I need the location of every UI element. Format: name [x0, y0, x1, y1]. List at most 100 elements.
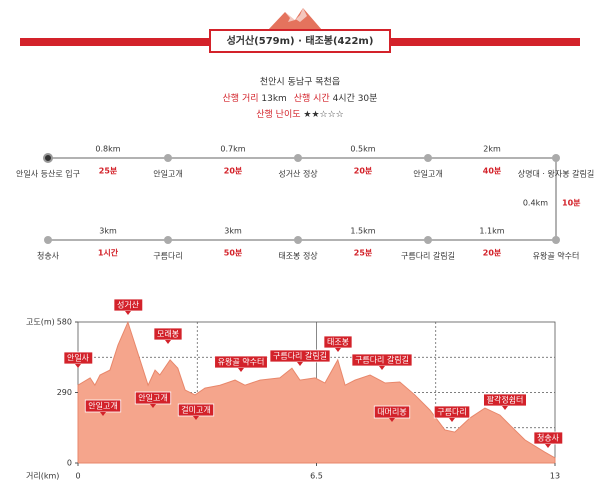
mountain-snow — [285, 8, 307, 22]
node-label: 유왕골 약수터 — [533, 251, 580, 261]
peak-label-pointer — [75, 364, 81, 368]
peak-label-pointer — [193, 416, 199, 420]
node-label: 안일고개 — [413, 169, 442, 179]
node-label: 구름다리 갈림길 — [401, 251, 455, 261]
segment-distance: 1.5km — [350, 227, 375, 236]
value: 4시간 30분 — [333, 93, 378, 104]
segment-time: 1시간 — [98, 248, 119, 258]
peak-label-pointer — [389, 418, 395, 422]
peak-label-pointer — [335, 348, 341, 352]
peak-label-pointer — [449, 418, 455, 422]
segment-distance: 1.1km — [479, 227, 504, 236]
y-tick-label: 290 — [57, 388, 72, 397]
segment-time: 20분 — [354, 167, 373, 176]
peak-label-text: 청송사 — [537, 434, 560, 443]
peak-label-pointer — [297, 362, 303, 366]
x-tick-label: 0 — [75, 472, 80, 481]
location: 천안시 동남구 목천읍 — [260, 77, 340, 88]
route-node — [294, 154, 302, 162]
peak-label-text: 성거산 — [117, 300, 140, 310]
x-tick-label: 6.5 — [310, 472, 323, 481]
segment-distance: 3km — [99, 227, 117, 236]
peak-label: 구름다리 — [433, 405, 471, 422]
peak-label-text: 태조봉 — [327, 338, 349, 347]
segment-time: 10분 — [562, 199, 581, 208]
label: 산행 난이도 — [256, 108, 300, 120]
x-tick-label: 13 — [550, 472, 560, 481]
peak-label-pointer — [125, 311, 131, 315]
segment-time: 20분 — [224, 167, 243, 176]
route-node — [424, 236, 432, 244]
peak-label: 안일사 — [63, 351, 94, 368]
route-node — [424, 154, 432, 162]
peak-label-pointer — [502, 406, 508, 410]
peak-label: 대머리봉 — [373, 405, 411, 422]
label: 산행 시간 — [294, 92, 330, 104]
peak-label-pointer — [100, 412, 106, 416]
route-node — [294, 236, 302, 244]
node-label: 태조봉 정상 — [278, 251, 318, 261]
segment-time: 40분 — [483, 167, 502, 176]
y-tick-label: 580 — [57, 318, 72, 327]
segment-distance: 0.4km — [523, 199, 548, 208]
peak-label-text: 구름다리 — [437, 408, 466, 417]
elevation-area — [77, 320, 556, 464]
peak-label-text: 모래봉 — [157, 330, 179, 339]
peak-label: 태조봉 — [323, 335, 353, 352]
node-label: 구름다리 — [153, 252, 182, 261]
segment-time: 20분 — [483, 249, 502, 258]
segment-distance: 3km — [224, 227, 242, 236]
node-label: 성거산 정상 — [278, 169, 318, 179]
peak-label-text: 대머리봉 — [377, 408, 406, 417]
peak-label-pointer — [165, 340, 171, 344]
peak-label: 구름다리 갈림길 — [351, 353, 413, 370]
peak-label-text: 안일사 — [67, 353, 90, 363]
node-label: 안일사 등산로 입구 — [16, 169, 80, 179]
value: ★★☆☆☆ — [303, 110, 343, 120]
peak-label-text: 걸미고개 — [181, 405, 210, 415]
peak-label: 안일고개 — [134, 391, 172, 408]
route-node — [164, 154, 172, 162]
peak-label: 유왕골 약수터 — [214, 355, 268, 372]
segment-time: 25분 — [99, 167, 118, 176]
peak-label-text: 안일고개 — [138, 393, 167, 403]
peak-label-pointer — [379, 366, 385, 370]
title: 성거산(579m) · 태조봉(422m) — [227, 34, 374, 47]
node-label: 청송사 — [37, 252, 60, 261]
segment-distance: 0.5km — [350, 145, 375, 154]
peak-label: 모래봉 — [153, 327, 183, 344]
peak-label-text: 유왕골 약수터 — [218, 357, 265, 367]
peak-label-text: 구름다리 갈림길 — [273, 351, 327, 361]
node-label: 안일고개 — [153, 169, 182, 179]
peak-label: 안일고개 — [84, 399, 122, 416]
peak-label: 성거산 — [113, 298, 144, 315]
segment-time: 25분 — [354, 249, 373, 258]
title-box — [209, 29, 391, 53]
peak-label: 청송사 — [533, 431, 564, 448]
route-node — [43, 153, 53, 163]
segment-distance: 0.7km — [220, 145, 245, 154]
peak-label-text: 구름다리 갈림길 — [355, 355, 409, 365]
route-node — [164, 236, 172, 244]
segment-time: 50분 — [224, 249, 243, 258]
peak-label: 팔각정쉼터 — [483, 393, 527, 410]
peak-label-text: 안일고개 — [88, 401, 117, 411]
value: 13km — [261, 94, 286, 104]
peak-label-pointer — [238, 368, 244, 372]
peak-label: 걸미고개 — [177, 403, 215, 420]
difficulty: 산행 난이도 ★★☆☆☆ — [256, 108, 343, 120]
y-axis-label: 고도(m) — [26, 318, 55, 327]
node-label: 상명대 · 왕자봉 갈림길 — [518, 169, 594, 179]
y-tick-label: 0 — [67, 459, 72, 468]
segment-distance: 0.8km — [95, 145, 120, 154]
peak-label-text: 팔각정쉼터 — [487, 395, 524, 405]
summary: 산행 거리 13km 산행 시간 4시간 30분 — [223, 92, 378, 104]
route-node — [552, 154, 560, 162]
peak-label-pointer — [150, 404, 156, 408]
route: 안일사 등산로 입구 안일고개 성거산 정상 안일고개 상명대 · 왕자봉 갈림길 0.8… — [16, 145, 594, 261]
route-node — [552, 236, 560, 244]
x-axis-label: 거리(km) — [26, 472, 59, 481]
mountain-icon — [268, 8, 322, 30]
